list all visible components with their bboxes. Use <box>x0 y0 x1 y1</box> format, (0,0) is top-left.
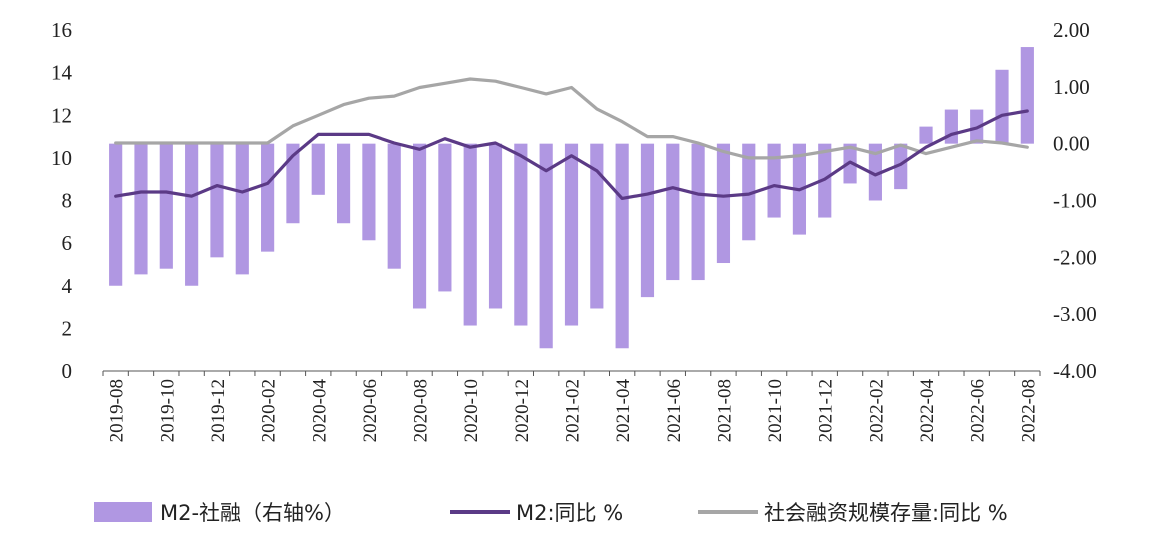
bar <box>615 143 629 349</box>
bar <box>691 143 705 281</box>
x-axis-tick-label: 2020-08 <box>411 379 432 442</box>
bar <box>868 143 882 201</box>
right-axis-tick-label: 2.00 <box>1053 18 1090 42</box>
bar <box>666 143 680 281</box>
right-axis-tick-label: -2.00 <box>1053 245 1097 269</box>
bar <box>716 143 731 264</box>
bar <box>995 69 1009 144</box>
bar <box>235 143 249 275</box>
x-axis-tick-label: 2021-12 <box>816 379 837 442</box>
bar <box>387 143 401 269</box>
left-axis-tick-label: 10 <box>51 146 72 170</box>
left-axis-tick-label: 2 <box>62 316 73 340</box>
right-axis-tick-label: -3.00 <box>1053 302 1097 326</box>
bar <box>362 143 376 241</box>
x-axis-tick-label: 2019-10 <box>157 379 178 442</box>
bar <box>134 143 148 275</box>
series-line <box>114 77 1029 160</box>
x-axis-tick-label: 2021-06 <box>664 379 685 442</box>
left-axis-tick-label: 14 <box>51 61 73 85</box>
x-axis-tick-label: 2021-04 <box>613 379 634 443</box>
bar <box>894 143 908 190</box>
bar <box>590 143 604 309</box>
bar <box>539 143 553 349</box>
bar <box>438 143 452 292</box>
left-axis-tick-label: 8 <box>62 189 73 213</box>
x-axis-tick-label: 2021-08 <box>714 379 735 442</box>
bar <box>412 143 427 309</box>
bar <box>488 143 503 309</box>
bar <box>742 143 756 241</box>
right-axis-tick-label: 0.00 <box>1053 132 1090 156</box>
x-axis-tick-label: 2020-02 <box>259 379 280 442</box>
x-axis-tick-label: 2020-04 <box>309 379 330 443</box>
bar <box>767 143 781 218</box>
right-axis-tick-label: 1.00 <box>1053 75 1090 99</box>
x-axis-tick-label: 2022-08 <box>1018 379 1039 442</box>
bar <box>159 143 173 269</box>
right-axis-tick-label: -1.00 <box>1053 189 1097 213</box>
bar <box>185 143 199 286</box>
x-axis-tick-label: 2019-08 <box>107 379 128 442</box>
left-axis-tick-label: 16 <box>51 18 72 42</box>
x-axis-tick-label: 2019-12 <box>208 379 229 442</box>
legend-label: M2-社融（右轴%） <box>160 501 345 525</box>
bar <box>564 143 579 326</box>
plot-area: 0 2 4 6 8 10 12 14 16 -4.00 -3.00 -2.00 -1.00 0.00 1.0… <box>51 18 1097 442</box>
left-axis-tick-label: 12 <box>51 103 72 127</box>
bar <box>1020 47 1034 144</box>
legend-label: M2:同比 % <box>516 501 623 525</box>
x-axis-tick-label: 2021-02 <box>563 379 584 442</box>
left-axis-tick-label: 4 <box>62 274 73 298</box>
left-axis-tick-label: 0 <box>62 359 73 383</box>
bar <box>261 143 275 252</box>
bar <box>210 143 224 258</box>
bar <box>109 143 123 286</box>
bar <box>311 143 325 195</box>
x-axis-tick-label: 2022-06 <box>968 379 989 442</box>
bar <box>463 143 477 326</box>
right-axis-tick-label: -4.00 <box>1053 359 1097 383</box>
bar <box>336 143 351 224</box>
x-axis-tick-label: 2020-06 <box>360 379 381 442</box>
left-axis-tick-label: 6 <box>62 231 73 255</box>
bar <box>514 143 528 326</box>
legend: M2-社融（右轴%） M2:同比 % 社会融资规模存量:同比 % <box>94 501 1008 525</box>
bar <box>919 126 933 144</box>
series-line <box>114 109 1029 200</box>
x-axis-tick-label: 2022-04 <box>917 379 938 443</box>
legend-label: 社会融资规模存量:同比 % <box>764 501 1008 525</box>
x-axis-tick-label: 2020-10 <box>461 379 482 442</box>
bar <box>944 109 958 144</box>
x-axis-tick-label: 2020-12 <box>512 379 533 442</box>
legend-swatch-bar <box>94 502 152 522</box>
bar <box>286 143 300 224</box>
x-axis-tick-label: 2021-10 <box>765 379 786 442</box>
bar <box>640 143 655 298</box>
x-axis-tick-label: 2022-02 <box>866 379 887 442</box>
